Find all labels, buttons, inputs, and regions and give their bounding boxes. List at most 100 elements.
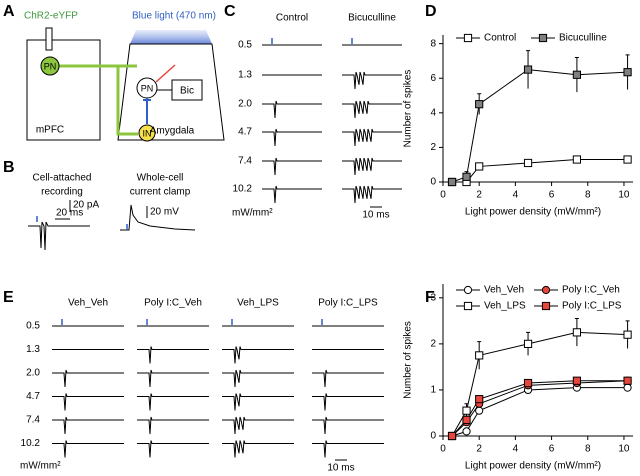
- interneuron-label: IN: [143, 128, 152, 138]
- trace: [52, 440, 124, 458]
- drug-box: [171, 79, 203, 101]
- unit-label: mW/mm²: [20, 461, 61, 472]
- intensity-label: 1.3: [26, 344, 40, 355]
- trace: [342, 71, 402, 90]
- mpfc-box: [26, 39, 101, 141]
- circuit-diagram: ChR2-eYFP Blue light (470 nm) PN PN IN B…: [24, 11, 225, 142]
- trace: [222, 346, 294, 364]
- intensity-label: 0.5: [26, 321, 40, 332]
- panel-letter: C: [224, 3, 236, 20]
- trace: [342, 100, 402, 119]
- y-tick-label: 0: [430, 177, 436, 188]
- x-tick-label: 10: [618, 190, 630, 201]
- trace: [52, 416, 124, 435]
- light-label: Blue light (470 nm): [132, 11, 216, 22]
- panel-letter: E: [3, 289, 14, 306]
- legend-marker: [541, 301, 551, 311]
- condition-label: Veh_LPS: [237, 298, 279, 309]
- trace: [262, 157, 322, 176]
- marker: [523, 158, 533, 168]
- x-tick-label: 0: [440, 190, 446, 201]
- pn-source: [40, 56, 60, 76]
- series-line: [451, 331, 628, 437]
- legend-marker: [541, 285, 551, 295]
- marker: [475, 406, 484, 415]
- trace: [120, 204, 196, 231]
- scale-label: 20 ms: [56, 208, 83, 219]
- x-tick-label: 8: [585, 444, 591, 455]
- amygdala-box: [117, 43, 225, 141]
- marker: [623, 68, 632, 77]
- trace: [222, 440, 294, 458]
- intensity-label: 1.3: [238, 70, 252, 81]
- trace: [262, 128, 322, 147]
- trace: [262, 100, 322, 119]
- scale-label: 20 pA: [73, 200, 99, 211]
- trace: [342, 128, 402, 147]
- panel-letter: D: [425, 3, 437, 20]
- x-tick-label: 4: [513, 444, 519, 455]
- intensity-label: 4.7: [238, 127, 252, 138]
- marker: [572, 70, 582, 79]
- marker: [475, 100, 484, 109]
- scale-label: 10 ms: [362, 210, 389, 221]
- intensity-label: 10.2: [233, 184, 253, 195]
- legend-marker: [463, 33, 473, 43]
- legend-label: Control: [484, 33, 516, 44]
- marker: [475, 351, 484, 360]
- trace: [222, 393, 294, 411]
- panel-letter: F: [425, 289, 435, 306]
- scale-label: 10 ms: [327, 463, 354, 474]
- marker: [572, 328, 582, 337]
- electrode: [155, 64, 176, 83]
- intensity-label: 7.4: [26, 415, 40, 426]
- marker: [447, 431, 457, 441]
- panel-letter: A: [3, 3, 15, 20]
- marker: [462, 172, 471, 181]
- marker: [462, 427, 471, 436]
- x-tick-label: 10: [618, 444, 630, 455]
- legend-marker: [538, 33, 548, 43]
- marker: [623, 383, 632, 392]
- trace: [52, 393, 124, 411]
- marker: [572, 155, 582, 164]
- condition-label: Poly I:C_LPS: [318, 298, 378, 309]
- optic-fiber: [45, 27, 53, 51]
- x-tick-label: 6: [549, 190, 555, 201]
- trace: [137, 346, 209, 364]
- region-label: Amygdala: [150, 126, 195, 137]
- y-tick-label: 8: [430, 38, 436, 49]
- y-tick-label: 0: [430, 431, 436, 442]
- y-axis-label: Number of spikes: [403, 321, 414, 399]
- y-tick-label: 4: [430, 107, 436, 118]
- trace: [312, 369, 384, 388]
- marker: [462, 415, 471, 424]
- opsin-label: ChR2-eYFP: [24, 11, 78, 22]
- trace: [137, 369, 209, 388]
- intensity-label: 2.0: [26, 368, 40, 379]
- recording-title: recording: [41, 187, 83, 198]
- scale-bar: [55, 200, 71, 220]
- intensity-label: 10.2: [21, 438, 41, 449]
- unit-label: mW/mm²: [232, 208, 273, 219]
- condition-label: Control: [276, 13, 308, 24]
- intensity-label: 4.7: [26, 391, 40, 402]
- trace: [342, 185, 402, 204]
- traces: Control Bicuculline 0.5 1.3 2.0 4.7 7.4 10.2 mW/…: [20, 13, 402, 474]
- marker: [623, 330, 632, 339]
- recording-title: current clamp: [130, 187, 191, 198]
- y-tick-label: 1: [430, 385, 436, 396]
- trace: [262, 185, 322, 204]
- legend-label: Veh_Veh: [484, 285, 524, 296]
- marker: [475, 162, 484, 171]
- inhibitory-synapse: [143, 98, 151, 124]
- condition-label: Poly I:C_Veh: [144, 298, 202, 309]
- region-label: mPFC: [36, 125, 64, 136]
- x-tick-label: 2: [476, 190, 482, 201]
- marker: [623, 376, 632, 385]
- x-tick-label: 2: [476, 444, 482, 455]
- marker: [462, 406, 471, 415]
- y-tick-label: 2: [430, 142, 436, 153]
- trace: [312, 393, 384, 411]
